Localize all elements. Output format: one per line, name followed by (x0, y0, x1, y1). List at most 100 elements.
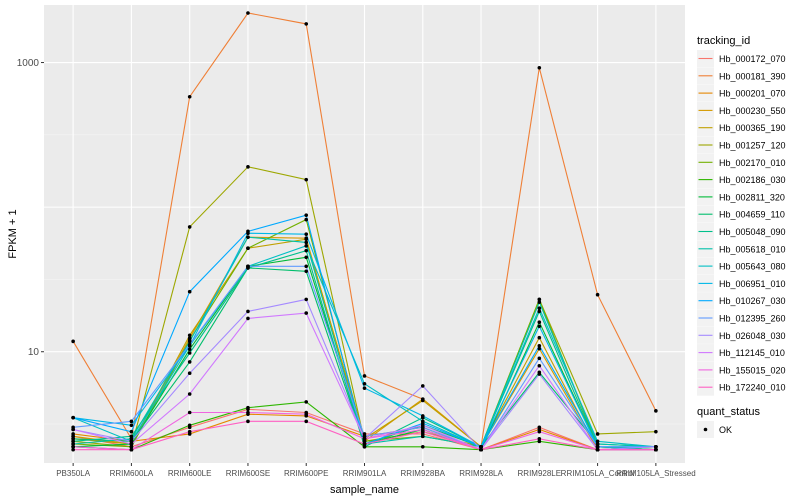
legend-label: Hb_005643_080 (719, 262, 786, 272)
legend-label: Hb_004659_110 (719, 210, 785, 220)
data-point (537, 372, 542, 376)
legend-key-point (703, 427, 708, 432)
data-point (187, 333, 192, 338)
data-point (187, 423, 192, 428)
data-point (537, 346, 542, 351)
data-point (71, 415, 75, 420)
data-point (246, 405, 250, 410)
legend-label: Hb_026048_030 (719, 331, 786, 341)
data-point (537, 297, 542, 302)
data-point (304, 264, 309, 269)
x-tick-label: RRIM600SE (226, 469, 270, 478)
data-point (595, 442, 600, 446)
legend-label: Hb_006951_010 (719, 279, 786, 289)
data-point (304, 213, 309, 217)
data-point (71, 439, 75, 444)
data-point (246, 11, 250, 15)
legend-label: Hb_000230_550 (719, 106, 786, 116)
data-point (304, 232, 309, 236)
data-point (304, 248, 309, 253)
data-point (304, 297, 309, 302)
data-point (187, 347, 192, 352)
x-tick-label: PB350LA (56, 469, 90, 478)
data-point (71, 442, 75, 446)
data-point (304, 255, 309, 260)
data-point (246, 264, 250, 269)
data-point (595, 292, 600, 297)
data-point (362, 442, 367, 446)
data-point (304, 240, 309, 245)
x-tick-label: RRIM928LA (459, 469, 503, 478)
data-point (187, 339, 192, 344)
y-tick-label: 1000 (17, 58, 40, 69)
x-tick-label: RRIM928LE (518, 469, 562, 478)
data-point (129, 434, 134, 439)
data-point (420, 423, 425, 428)
data-point (595, 447, 600, 452)
legend-label: Hb_155015_020 (719, 365, 786, 375)
data-point (362, 445, 367, 449)
legend-label: Hb_001257_120 (719, 141, 786, 151)
data-point (71, 436, 75, 441)
x-tick-label: RRIM600LA (110, 469, 154, 478)
data-point (537, 300, 542, 305)
data-point (187, 225, 192, 229)
data-point (187, 360, 192, 364)
data-point (420, 429, 425, 434)
data-point (420, 445, 425, 449)
legend-label: Hb_000201_070 (719, 89, 786, 99)
legend-label: Hb_012395_260 (719, 314, 786, 324)
data-point (537, 320, 542, 325)
data-point (304, 244, 309, 248)
data-point (654, 409, 658, 413)
data-point (304, 177, 309, 182)
data-point (362, 374, 367, 378)
legend-title: tracking_id (697, 35, 750, 47)
data-point (420, 434, 425, 439)
data-point (187, 371, 192, 376)
legend-label: Hb_010267_030 (719, 296, 786, 306)
data-point (304, 412, 309, 416)
data-point (187, 410, 192, 415)
data-point (129, 423, 134, 428)
legend-label: Hb_005048_090 (719, 227, 786, 237)
x-tick-label: RRIM600LE (168, 469, 212, 478)
data-point (304, 311, 309, 315)
data-point (362, 382, 367, 386)
data-point (537, 439, 542, 444)
legend-tracking-id: tracking_id Hb_000172_070 Hb_000181_390 Hb_… (697, 35, 786, 396)
data-point (479, 445, 483, 449)
data-point (246, 316, 250, 321)
legend-label: Hb_000181_390 (719, 71, 786, 81)
data-point (71, 427, 75, 432)
x-tick-label: RRIM928BA (401, 469, 446, 478)
data-points (71, 11, 658, 452)
legend-label: Hb_000365_190 (719, 123, 786, 133)
data-point (187, 392, 192, 396)
data-point (537, 65, 542, 70)
data-point (537, 363, 542, 368)
x-tick-label: RRIM600PE (284, 469, 328, 478)
data-point (304, 400, 309, 404)
data-point (595, 432, 600, 436)
data-point (420, 398, 425, 403)
data-point (187, 94, 192, 99)
data-point (654, 429, 658, 434)
data-point (362, 434, 367, 439)
data-point (246, 309, 250, 314)
data-point (71, 445, 75, 449)
data-point (595, 439, 600, 444)
data-point (537, 324, 542, 329)
legend-label: Hb_112145_010 (719, 348, 785, 358)
data-point (537, 335, 542, 340)
data-point (595, 445, 600, 449)
x-tick-label: RRIM105LA_Stressed (616, 469, 696, 478)
data-point (537, 436, 542, 441)
data-point (246, 229, 250, 234)
data-point (71, 447, 75, 452)
data-point (246, 410, 250, 415)
data-point (129, 439, 134, 444)
data-point (304, 419, 309, 424)
legend-label: Hb_172240_010 (719, 383, 786, 393)
data-point (537, 306, 542, 311)
